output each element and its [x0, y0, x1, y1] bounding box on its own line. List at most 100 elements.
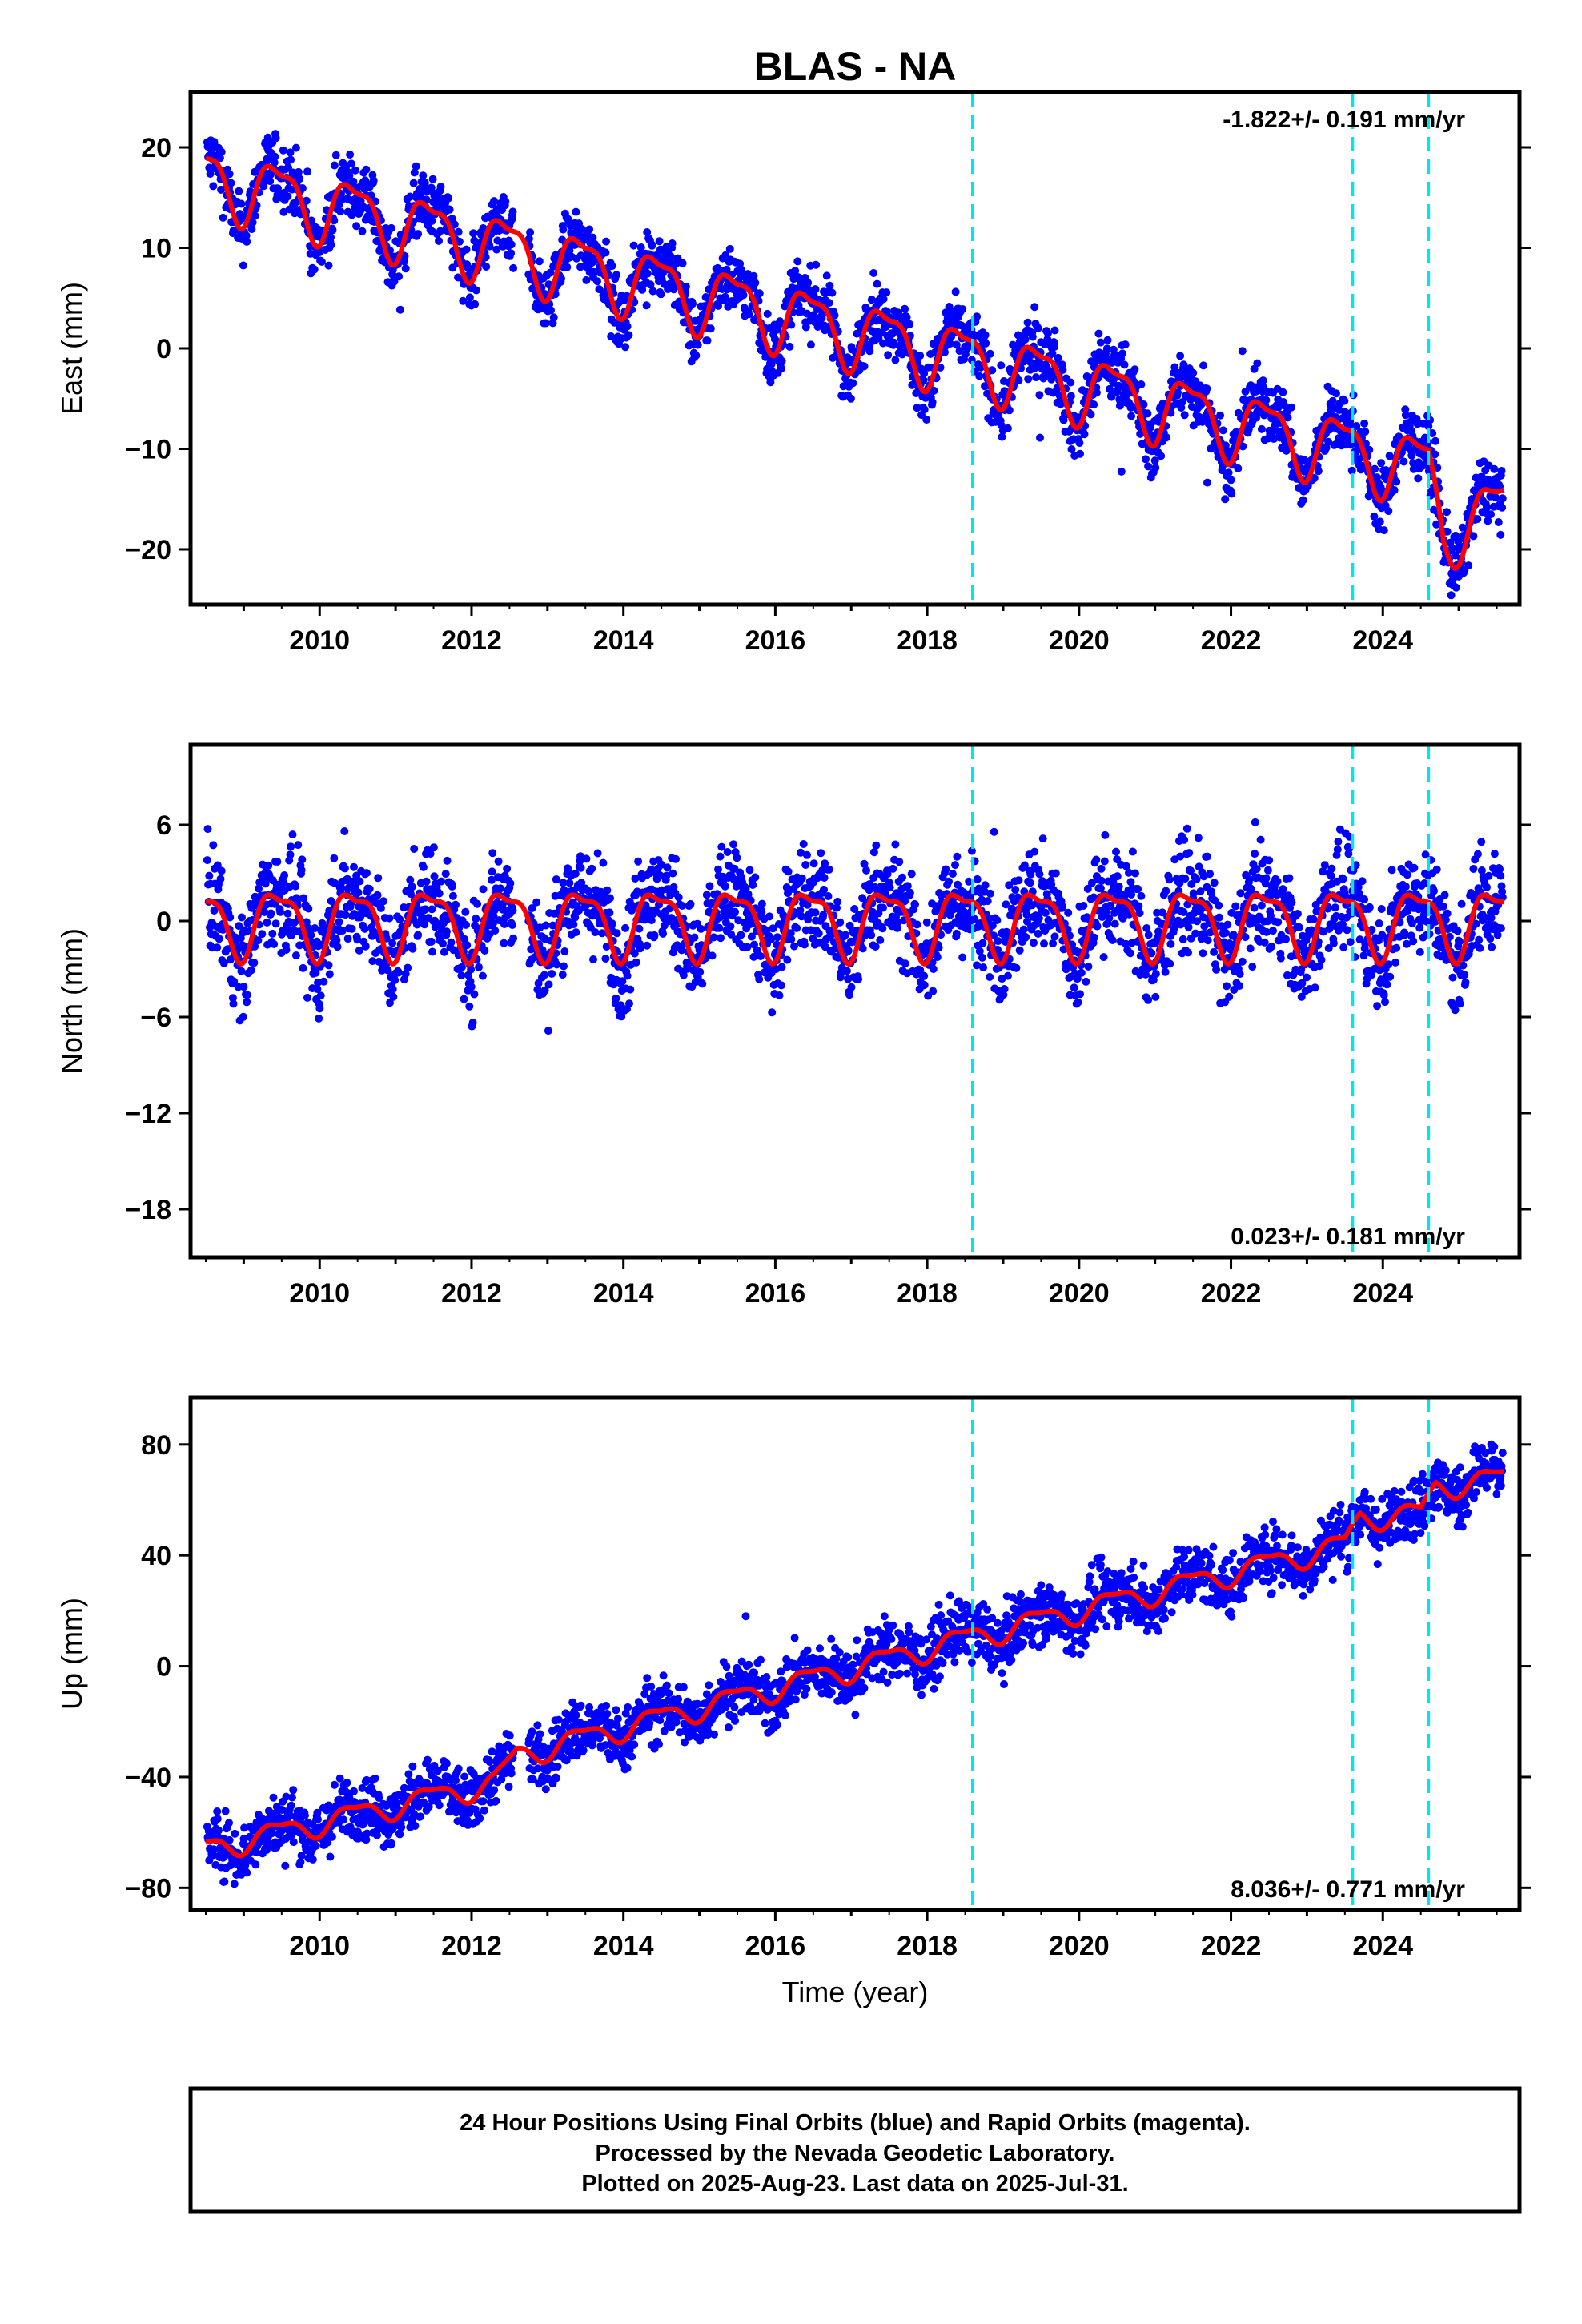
data-point — [800, 940, 809, 949]
data-point — [1473, 515, 1482, 524]
data-point — [1311, 983, 1319, 992]
data-point — [941, 348, 949, 356]
data-point — [1262, 874, 1271, 883]
data-point — [1050, 343, 1058, 352]
data-point — [1224, 468, 1233, 477]
data-point — [825, 865, 833, 874]
data-point — [508, 906, 517, 915]
data-point — [225, 170, 234, 179]
data-point — [809, 311, 817, 320]
data-point — [1346, 938, 1355, 947]
data-point — [721, 896, 729, 905]
data-point — [1238, 957, 1247, 966]
data-point — [1274, 918, 1283, 927]
data-point — [1066, 931, 1074, 940]
data-point — [316, 991, 325, 1000]
data-point — [454, 273, 463, 282]
data-point — [757, 908, 766, 917]
data-point — [990, 827, 998, 836]
data-point — [291, 882, 300, 891]
data-point — [1221, 928, 1230, 937]
data-point — [686, 899, 695, 908]
data-point — [468, 1019, 477, 1027]
data-point — [462, 245, 471, 254]
data-point — [552, 875, 560, 883]
data-point — [961, 350, 970, 359]
data-point — [313, 985, 322, 993]
data-point — [471, 300, 480, 308]
data-point — [239, 983, 248, 991]
data-point — [1251, 818, 1259, 826]
data-point — [1035, 870, 1044, 879]
data-point — [879, 295, 888, 304]
data-point — [1143, 409, 1152, 418]
data-point — [975, 947, 984, 955]
data-point — [879, 903, 887, 912]
data-point — [270, 939, 279, 948]
data-point — [833, 897, 842, 906]
data-point — [472, 915, 480, 923]
data-point — [1076, 990, 1084, 999]
data-point — [1076, 449, 1084, 458]
data-point — [787, 320, 796, 329]
data-point — [1287, 403, 1295, 412]
data-point — [749, 952, 758, 961]
data-point — [325, 907, 334, 915]
data-point — [1238, 347, 1247, 356]
data-point — [1269, 927, 1277, 935]
data-point — [1375, 517, 1384, 526]
data-point — [216, 875, 225, 883]
data-point — [444, 194, 452, 203]
data-point — [659, 929, 667, 938]
data-point — [1234, 464, 1243, 472]
data-point — [248, 218, 257, 227]
data-point — [1134, 902, 1143, 911]
data-point — [669, 285, 678, 294]
data-point — [271, 134, 280, 143]
data-point — [749, 271, 758, 280]
data-point — [268, 929, 277, 938]
data-point — [773, 933, 781, 942]
y-axis-label: East (mm) — [55, 282, 88, 415]
data-point — [632, 958, 640, 967]
data-point — [978, 939, 987, 947]
data-point — [1433, 464, 1442, 472]
data-point — [952, 340, 961, 349]
data-point — [967, 846, 976, 855]
data-point — [791, 267, 800, 275]
data-point — [355, 877, 364, 886]
data-point — [408, 883, 416, 891]
data-point — [602, 943, 611, 951]
data-point — [1106, 902, 1115, 911]
data-point — [929, 965, 938, 973]
data-point — [811, 285, 820, 294]
data-point — [955, 347, 964, 356]
data-point — [373, 891, 382, 899]
data-point — [933, 953, 942, 962]
data-point — [1239, 442, 1247, 451]
data-point — [422, 877, 431, 886]
data-point — [1333, 845, 1342, 854]
data-point — [1181, 875, 1190, 883]
data-point — [217, 866, 226, 875]
data-point — [569, 920, 578, 929]
data-point — [1371, 464, 1379, 473]
data-point — [478, 971, 487, 980]
data-point — [582, 854, 591, 863]
data-point — [990, 931, 998, 940]
data-point — [1096, 338, 1105, 347]
data-point — [242, 231, 251, 240]
data-point — [744, 890, 753, 899]
data-point — [534, 979, 543, 987]
data-point — [1079, 902, 1088, 910]
data-point — [816, 938, 824, 947]
data-point — [279, 146, 287, 155]
data-point — [642, 301, 651, 310]
data-point — [988, 366, 997, 375]
data-point — [1075, 439, 1084, 448]
data-point — [1484, 517, 1492, 525]
data-point — [1283, 413, 1292, 422]
data-point — [1206, 870, 1215, 879]
data-point — [1360, 895, 1369, 903]
data-point — [432, 919, 440, 928]
